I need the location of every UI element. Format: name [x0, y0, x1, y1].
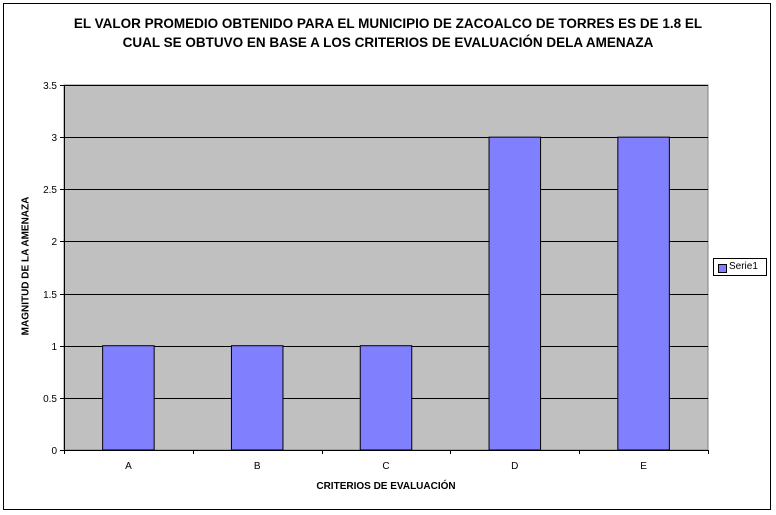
bar-e: [617, 136, 670, 451]
y-tick-label: 3.5: [43, 81, 57, 92]
x-tick-label: D: [511, 461, 518, 472]
chart-title-line-2: CUAL SE OBTUVO EN BASE A LOS CRITERIOS D…: [122, 35, 654, 50]
y-tick-label: 1: [51, 342, 57, 353]
x-axis-label: CRITERIOS DE EVALUACIÓN: [316, 481, 456, 492]
bar-d: [488, 136, 542, 451]
legend-label-serie1: Serie1: [729, 261, 758, 272]
y-axis-label: MAGNITUD DE LA AMENAZA: [20, 196, 32, 336]
x-tick-label: B: [254, 461, 261, 472]
y-tick-label: 0.5: [43, 394, 57, 405]
y-tick-label: 2: [51, 237, 57, 248]
y-tick-label: 1.5: [43, 290, 57, 301]
legend-swatch-serie1: [718, 264, 727, 273]
bar-c: [359, 345, 413, 451]
x-tick-label: C: [382, 461, 389, 472]
y-tick-label: 3: [51, 133, 57, 144]
x-tick-label: A: [125, 461, 132, 472]
legend: Serie1: [713, 258, 767, 276]
x-tick-label: E: [640, 461, 647, 472]
bar-b: [230, 345, 284, 451]
chart-title-line-1: EL VALOR PROMEDIO OBTENIDO PARA EL MUNIC…: [73, 16, 703, 31]
bar-a: [102, 345, 155, 451]
y-tick-label: 2.5: [43, 185, 57, 196]
y-tick-label: 0: [51, 446, 57, 457]
